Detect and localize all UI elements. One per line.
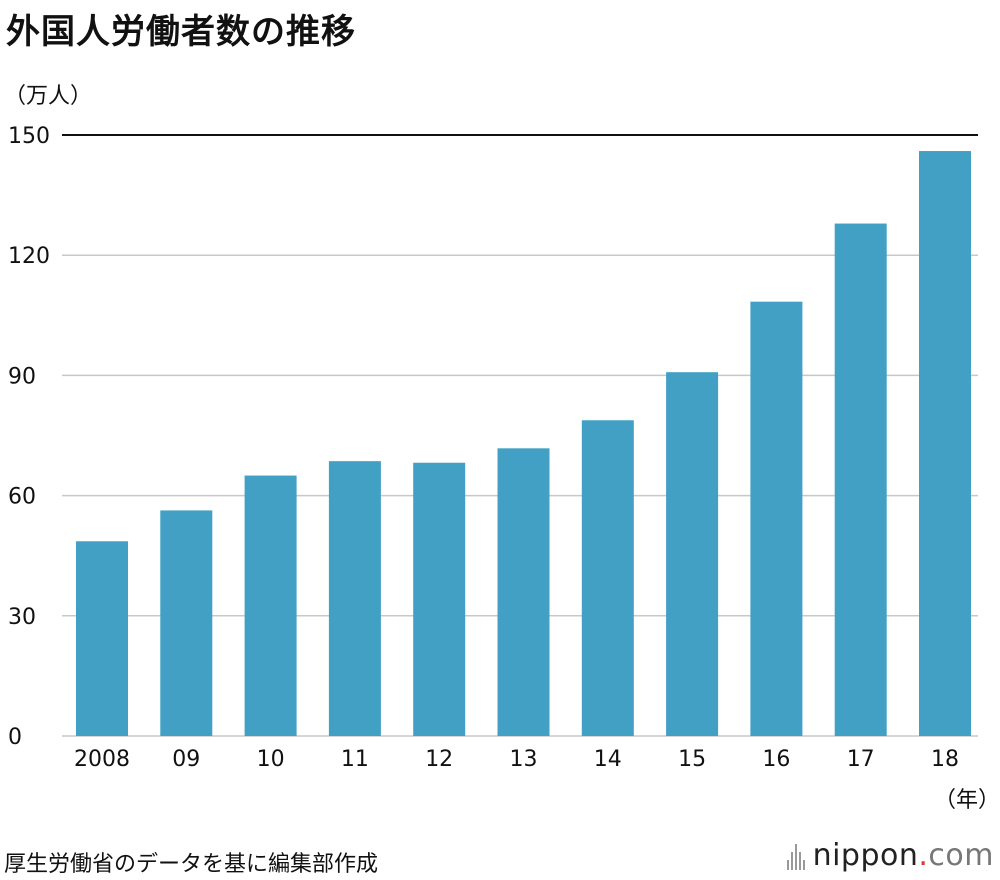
x-tick-label: 15 bbox=[678, 747, 706, 772]
bar bbox=[160, 510, 213, 736]
y-tick-label: 30 bbox=[8, 605, 36, 630]
brand-dot: . bbox=[918, 838, 929, 873]
x-tick-label: 13 bbox=[510, 747, 538, 772]
y-tick-label: 0 bbox=[8, 725, 22, 750]
bar bbox=[750, 301, 803, 736]
brand-name: nippon bbox=[812, 838, 919, 873]
bar bbox=[497, 448, 550, 736]
bar bbox=[413, 462, 466, 736]
x-tick-label: 2008 bbox=[74, 747, 130, 772]
x-tick-label: 16 bbox=[762, 747, 790, 772]
bar bbox=[244, 475, 297, 736]
bar bbox=[666, 372, 719, 736]
x-tick-label: 12 bbox=[425, 747, 453, 772]
chart-title: 外国人労働者数の推移 bbox=[6, 12, 356, 52]
source-note: 厚生労働省のデータを基に編集部作成 bbox=[4, 852, 379, 877]
brand-bars-icon bbox=[786, 842, 805, 870]
x-axis-unit-label: （年） bbox=[934, 788, 1000, 813]
y-tick-label: 90 bbox=[8, 364, 36, 389]
bar bbox=[76, 541, 128, 736]
bar bbox=[919, 151, 971, 736]
x-tick-label: 09 bbox=[172, 747, 200, 772]
x-tick-labels: 2008 09 10 11 12 13 14 15 16 17 18 bbox=[74, 747, 959, 772]
bar bbox=[581, 420, 634, 736]
y-tick-label: 60 bbox=[8, 485, 36, 510]
bars bbox=[76, 151, 971, 736]
x-tick-label: 10 bbox=[257, 747, 285, 772]
y-tick-label: 150 bbox=[8, 124, 50, 149]
bar bbox=[328, 461, 381, 736]
y-tick-label: 120 bbox=[8, 244, 50, 269]
brand-logo: nippon. com bbox=[786, 838, 994, 873]
bar bbox=[834, 223, 887, 736]
x-tick-label: 18 bbox=[931, 747, 959, 772]
x-tick-label: 14 bbox=[594, 747, 622, 772]
brand-tld: com bbox=[928, 838, 994, 873]
x-tick-label: 17 bbox=[847, 747, 875, 772]
x-tick-label: 11 bbox=[341, 747, 369, 772]
y-axis-unit-label: （万人） bbox=[4, 84, 93, 109]
y-tick-labels: 0 30 60 90 120 150 bbox=[8, 124, 50, 750]
